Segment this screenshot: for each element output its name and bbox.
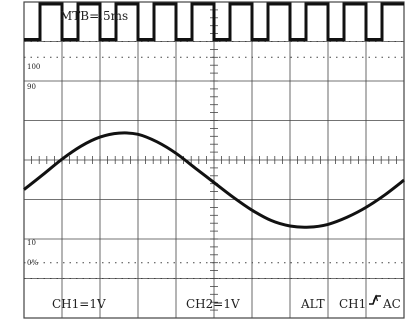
trace-layer	[23, 2, 405, 229]
timebase-readout: MTB=.5ms	[60, 9, 128, 23]
sine-wave-trace	[23, 131, 405, 229]
marker-90-label: 90	[27, 83, 36, 91]
ch1-scale-readout: CH1=1V	[52, 297, 106, 311]
marker-100-label: 100	[27, 63, 40, 71]
ch2-scale-readout: CH2=1V	[186, 297, 240, 311]
trigger-coupling-readout: AC	[382, 297, 401, 311]
square-wave-trace	[24, 2, 404, 41]
rising-edge-icon	[369, 294, 381, 305]
trigger-source-readout: CH1	[339, 297, 366, 311]
marker-0-label: 0%	[27, 259, 38, 267]
mode-readout: ALT	[300, 297, 325, 311]
marker-10-label: 10	[27, 239, 36, 247]
graticule	[24, 2, 404, 318]
